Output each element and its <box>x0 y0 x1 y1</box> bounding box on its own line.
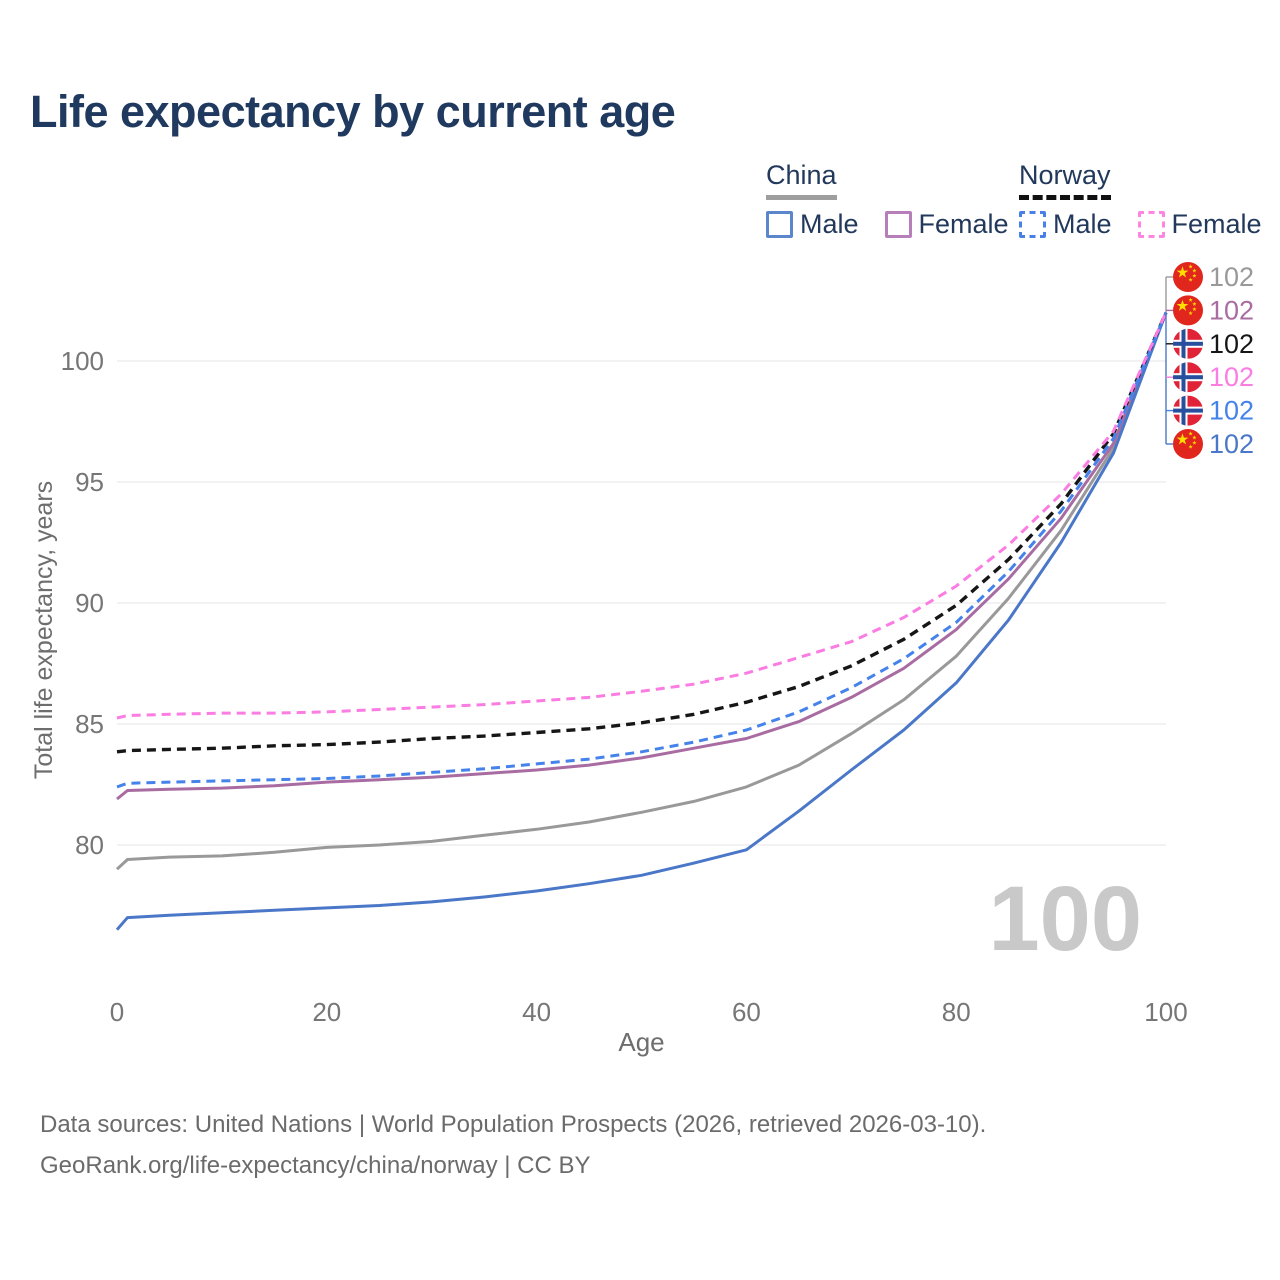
norway-flag-icon <box>1173 396 1203 426</box>
gridlines <box>117 360 1166 846</box>
y-axis-title: Total life expectancy, years <box>30 481 58 779</box>
norway-male-swatch-icon[interactable] <box>1019 210 1046 238</box>
end-value-label: 102 <box>1209 362 1254 392</box>
china-flag-icon <box>1173 429 1203 459</box>
legend-label: Female <box>1171 208 1262 239</box>
axes: 80 85 90 95 100 0 20 40 60 80 100 Age Total life exp… <box>30 346 1188 1057</box>
legend-label: Male <box>800 208 859 239</box>
china-flag-icon <box>1173 295 1203 326</box>
line-chart: 80 85 90 95 100 0 20 40 60 80 100 Age Total life exp… <box>30 262 1254 1057</box>
x-tick-label: 80 <box>942 997 971 1027</box>
legend-toggle-china-female[interactable]: Female <box>884 208 1009 240</box>
age-counter-watermark: 100 <box>989 868 1143 970</box>
end-value-label: 102 <box>1209 396 1254 426</box>
series-line-norway-female[interactable] <box>116 311 1168 720</box>
legend-header-norway: Norway <box>1019 160 1111 200</box>
x-tick-label: 40 <box>522 997 551 1027</box>
china-flag-icon <box>1173 262 1203 292</box>
legend-toggle-norway-female[interactable]: Female <box>1137 208 1262 240</box>
end-value-label: 102 <box>1209 329 1254 359</box>
series-line-china-female[interactable] <box>116 312 1168 801</box>
series-lines <box>115 311 1168 931</box>
series-line-norway-total[interactable] <box>116 311 1168 754</box>
legend-group-norway: Norway Male Female <box>1019 160 1262 240</box>
x-axis-title: Age <box>618 1027 664 1057</box>
page-title: Life expectancy by current age <box>30 86 676 137</box>
series-line-china-male[interactable] <box>115 312 1168 931</box>
legend-label: Female <box>918 208 1009 239</box>
legend-header-china: China <box>766 160 837 200</box>
footer: Data sources: United Nations | World Pop… <box>40 1104 986 1186</box>
series-line-china-total[interactable] <box>115 312 1168 871</box>
china-male-swatch-icon[interactable] <box>766 210 793 238</box>
norway-female-swatch-icon[interactable] <box>1137 210 1165 238</box>
series-line-norway-male[interactable] <box>116 312 1168 789</box>
x-tick-label: 60 <box>732 997 761 1027</box>
legend-label: Male <box>1053 208 1112 239</box>
legend-items-norway: Male Female <box>1019 209 1262 240</box>
china-female-swatch-icon[interactable] <box>884 210 912 238</box>
data-sources-line: Data sources: United Nations | World Pop… <box>40 1111 987 1138</box>
norway-flag-icon <box>1173 362 1203 392</box>
end-value-label: 102 <box>1209 429 1254 459</box>
x-tick-label: 20 <box>312 997 341 1027</box>
y-tick-label: 95 <box>75 467 104 497</box>
norway-flag-icon <box>1173 329 1203 359</box>
y-tick-label: 90 <box>75 588 104 618</box>
y-tick-label: 85 <box>75 709 104 739</box>
y-tick-label: 80 <box>75 830 104 860</box>
end-value-label: 102 <box>1209 295 1254 325</box>
y-tick-label: 100 <box>61 346 104 376</box>
attribution-line: GeoRank.org/life-expectancy/china/norway… <box>40 1152 591 1179</box>
end-value-label: 102 <box>1209 262 1254 292</box>
legend-toggle-norway-male[interactable]: Male <box>1019 209 1112 240</box>
legend-group-china: China Male Female <box>766 160 1009 240</box>
legend-items-china: Male Female <box>766 209 1009 240</box>
age-counter-text: 100 <box>989 868 1143 970</box>
legend-toggle-china-male[interactable]: Male <box>766 209 859 240</box>
x-tick-label: 0 <box>110 997 124 1027</box>
x-tick-label: 100 <box>1144 997 1187 1027</box>
